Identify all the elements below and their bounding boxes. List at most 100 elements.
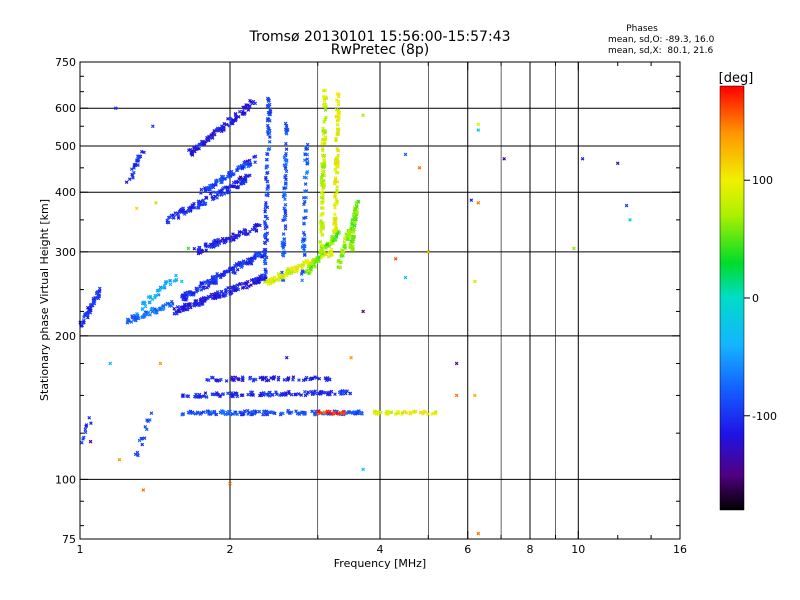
data-point: [379, 410, 383, 415]
data-point: [280, 270, 284, 275]
data-point: [246, 174, 250, 179]
data-point: [133, 452, 138, 457]
data-point: [192, 394, 197, 399]
data-point: [140, 306, 145, 311]
data-point: [348, 391, 353, 396]
data-point: [329, 247, 334, 252]
data-point: [285, 269, 289, 273]
data-point: [313, 391, 318, 396]
data-point: [267, 131, 272, 136]
data-point: [226, 391, 230, 396]
data-point: [335, 92, 340, 96]
data-point: [322, 120, 326, 124]
data-point: [319, 225, 324, 230]
data-point: [306, 390, 310, 395]
data-point: [208, 295, 213, 299]
data-point: [231, 378, 235, 382]
data-point: [191, 291, 196, 295]
data-point: [237, 109, 242, 114]
data-point: [230, 172, 235, 177]
data-point: [276, 271, 281, 276]
data-point: [214, 412, 219, 417]
data-point: [476, 128, 481, 132]
data-point: [203, 391, 208, 395]
data-point: [232, 237, 236, 242]
data-point: [257, 252, 262, 256]
data-point: [247, 173, 252, 178]
data-point: [267, 390, 272, 395]
data-point: [165, 280, 169, 284]
data-point: [261, 409, 266, 414]
data-point: [265, 179, 270, 184]
data-point: [235, 412, 240, 417]
data-point: [282, 206, 287, 211]
data-point: [300, 278, 304, 283]
data-point: [264, 270, 268, 275]
data-point: [412, 409, 416, 414]
data-point: [221, 409, 225, 414]
data-point: [572, 246, 576, 251]
data-point: [153, 307, 157, 311]
data-point: [224, 236, 228, 241]
data-point: [265, 123, 270, 128]
data-point: [204, 244, 208, 248]
data-point: [135, 158, 139, 162]
data-point: [265, 187, 269, 192]
data-point: [334, 235, 339, 239]
data-point: [238, 175, 243, 180]
data-point: [281, 232, 286, 236]
data-point: [283, 202, 288, 207]
data-point: [341, 249, 345, 254]
data-point: [314, 376, 319, 380]
data-point: [212, 240, 216, 244]
data-point: [113, 106, 118, 111]
data-point: [283, 121, 288, 126]
data-point: [158, 288, 162, 292]
data-point: [351, 234, 356, 239]
data-point: [316, 409, 321, 414]
data-point: [282, 163, 287, 167]
data-point: [117, 457, 122, 462]
data-point: [396, 409, 400, 414]
data-point: [287, 411, 292, 415]
data-point: [284, 147, 289, 152]
data-point: [189, 151, 194, 156]
data-point: [179, 279, 184, 284]
data-point: [615, 161, 620, 166]
data-point: [136, 163, 140, 167]
data-point: [272, 411, 277, 416]
data-point: [246, 392, 250, 397]
data-point: [165, 218, 170, 223]
data-point: [336, 94, 341, 99]
data-point: [80, 440, 84, 445]
phase-stats-o: mean, sd,O: -89.3, 16.0: [608, 35, 715, 45]
data-point: [242, 285, 246, 290]
data-point: [321, 95, 326, 99]
data-point: [361, 113, 365, 118]
data-point: [154, 201, 158, 205]
data-point: [426, 249, 431, 254]
data-point: [149, 411, 154, 416]
data-point: [129, 167, 134, 171]
data-point: [322, 179, 326, 183]
data-point: [210, 197, 215, 202]
data-point: [302, 216, 306, 220]
data-point: [174, 273, 178, 278]
data-point: [199, 288, 204, 292]
data-point: [199, 191, 203, 195]
data-point: [265, 412, 269, 417]
data-point: [230, 393, 234, 398]
data-point: [323, 108, 328, 112]
data-point: [222, 121, 226, 126]
data-point: [245, 257, 250, 262]
data-point: [283, 224, 288, 228]
data-point: [177, 306, 182, 311]
data-point: [209, 375, 214, 380]
data-point: [280, 275, 284, 280]
data-point: [222, 192, 227, 196]
data-point: [326, 376, 330, 381]
data-point: [219, 129, 224, 134]
data-point: [200, 249, 205, 254]
data-point: [215, 127, 219, 132]
data-point: [240, 412, 245, 417]
